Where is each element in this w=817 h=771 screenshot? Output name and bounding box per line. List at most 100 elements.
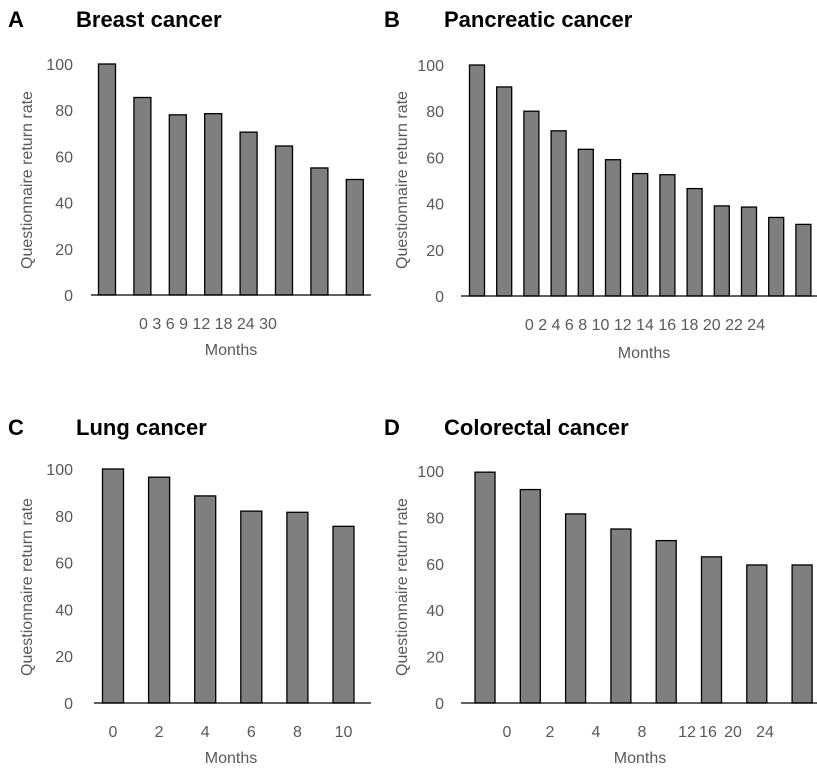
y-tick-label: 40: [426, 603, 444, 620]
bar: [713, 205, 730, 297]
y-tick-label: 80: [426, 104, 444, 121]
y-tick-label: 0: [64, 696, 73, 713]
chart-title: Breast cancer: [76, 7, 222, 32]
chart-title: Lung cancer: [76, 415, 207, 440]
bar: [564, 513, 587, 704]
y-tick-label: 60: [55, 149, 73, 166]
x-tick-label: 6: [247, 724, 256, 741]
bar: [496, 86, 513, 297]
x-tick-label: 12: [678, 724, 696, 741]
x-tick-label: 0: [109, 724, 118, 741]
bar: [632, 172, 649, 297]
y-tick-label: 40: [55, 602, 73, 619]
x-tick-label: 4: [592, 724, 601, 741]
bar: [610, 528, 632, 704]
bar: [168, 114, 187, 296]
y-tick-label: 100: [417, 58, 444, 75]
bar: [604, 159, 622, 297]
bar: [204, 113, 223, 296]
y-tick-labels: 0 20 40 60 80 100: [46, 462, 73, 713]
y-tick-label: 80: [55, 509, 73, 526]
bar: [791, 564, 813, 704]
y-tick-label: 100: [46, 462, 73, 479]
x-tick-label: 8: [293, 724, 302, 741]
y-tick-label: 100: [417, 464, 444, 481]
y-tick-labels: 0 20 40 60 80 100: [46, 57, 73, 305]
bar: [239, 131, 258, 296]
y-tick-labels: 0 20 40 60 80 100: [417, 58, 444, 306]
y-tick-label: 60: [426, 150, 444, 167]
bar: [147, 476, 171, 704]
x-tick-label: 24: [756, 724, 774, 741]
x-axis-title: Months: [205, 342, 257, 359]
x-axis-title: Months: [614, 750, 666, 767]
y-tick-label: 60: [55, 556, 73, 573]
bar: [468, 64, 486, 297]
bar: [240, 510, 263, 704]
bar: [740, 206, 758, 297]
y-tick-label: 80: [55, 103, 73, 120]
bar: [523, 110, 540, 297]
bar: [310, 167, 329, 296]
y-tick-label: 0: [435, 289, 444, 306]
x-tick-labels: 0 2 4 6 8 10 12 14 16 18 20 22 24: [525, 317, 765, 334]
bar-group: [101, 468, 355, 704]
chart-title: Colorectal cancer: [444, 415, 629, 440]
y-tick-label: 60: [426, 557, 444, 574]
bar: [286, 511, 309, 704]
x-tick-label: 20: [724, 724, 742, 741]
panel-letter: A: [8, 7, 24, 32]
bar: [101, 468, 125, 704]
bar: [655, 539, 677, 704]
bar: [194, 495, 217, 704]
y-tick-label: 80: [426, 510, 444, 527]
x-tick-label: 2: [155, 724, 164, 741]
panel-letter: D: [384, 415, 400, 440]
y-axis-title: Questionnaire return rate: [394, 91, 411, 269]
x-tick-label: 16: [699, 724, 717, 741]
bar: [133, 96, 152, 296]
x-tick-labels: 0 2 4 8 12 16 20 24: [503, 724, 774, 741]
x-tick-label: 0: [503, 724, 512, 741]
bar: [700, 556, 723, 704]
bar: [686, 187, 703, 297]
y-tick-label: 20: [426, 650, 444, 667]
panel-letter: C: [8, 415, 24, 440]
y-tick-labels: 0 20 40 60 80 100: [417, 464, 444, 713]
bar: [768, 216, 785, 297]
bar: [274, 145, 294, 296]
y-tick-label: 40: [426, 197, 444, 214]
x-tick-labels: 0 2 4 6 8 10: [109, 724, 353, 741]
y-tick-label: 0: [64, 288, 73, 305]
bar: [332, 525, 355, 704]
bar-group: [97, 63, 364, 296]
bar-group: [474, 471, 813, 704]
y-tick-label: 20: [55, 649, 73, 666]
bar: [659, 174, 676, 297]
bar: [474, 471, 496, 704]
bar: [577, 148, 594, 297]
chart-title: Pancreatic cancer: [444, 7, 633, 32]
y-tick-label: 20: [426, 243, 444, 260]
panel-a: A Breast cancer 0 20 40 60 80 100 0 3 6 9 12 …: [8, 7, 371, 359]
panel-c: C Lung cancer 0 20 40 60 80 100 0 2 4 6 8 10 Month…: [8, 415, 371, 767]
x-tick-label: 2: [546, 724, 555, 741]
panel-letter: B: [384, 7, 400, 32]
y-axis-title: Questionnaire return rate: [394, 498, 411, 676]
x-axis-title: Months: [618, 345, 670, 362]
x-tick-label: 4: [201, 724, 210, 741]
x-tick-labels: 0 3 6 9 12 18 24 30: [139, 316, 277, 333]
bar: [550, 130, 567, 297]
bar: [345, 178, 364, 296]
bar: [519, 488, 541, 704]
bar-group: [468, 64, 812, 297]
x-tick-label: 8: [638, 724, 647, 741]
x-axis-title: Months: [205, 750, 257, 767]
bar: [746, 564, 768, 704]
bar: [97, 63, 117, 296]
x-tick-label: 10: [335, 724, 353, 741]
y-tick-label: 40: [55, 196, 73, 213]
y-axis-title: Questionnaire return rate: [19, 91, 36, 269]
